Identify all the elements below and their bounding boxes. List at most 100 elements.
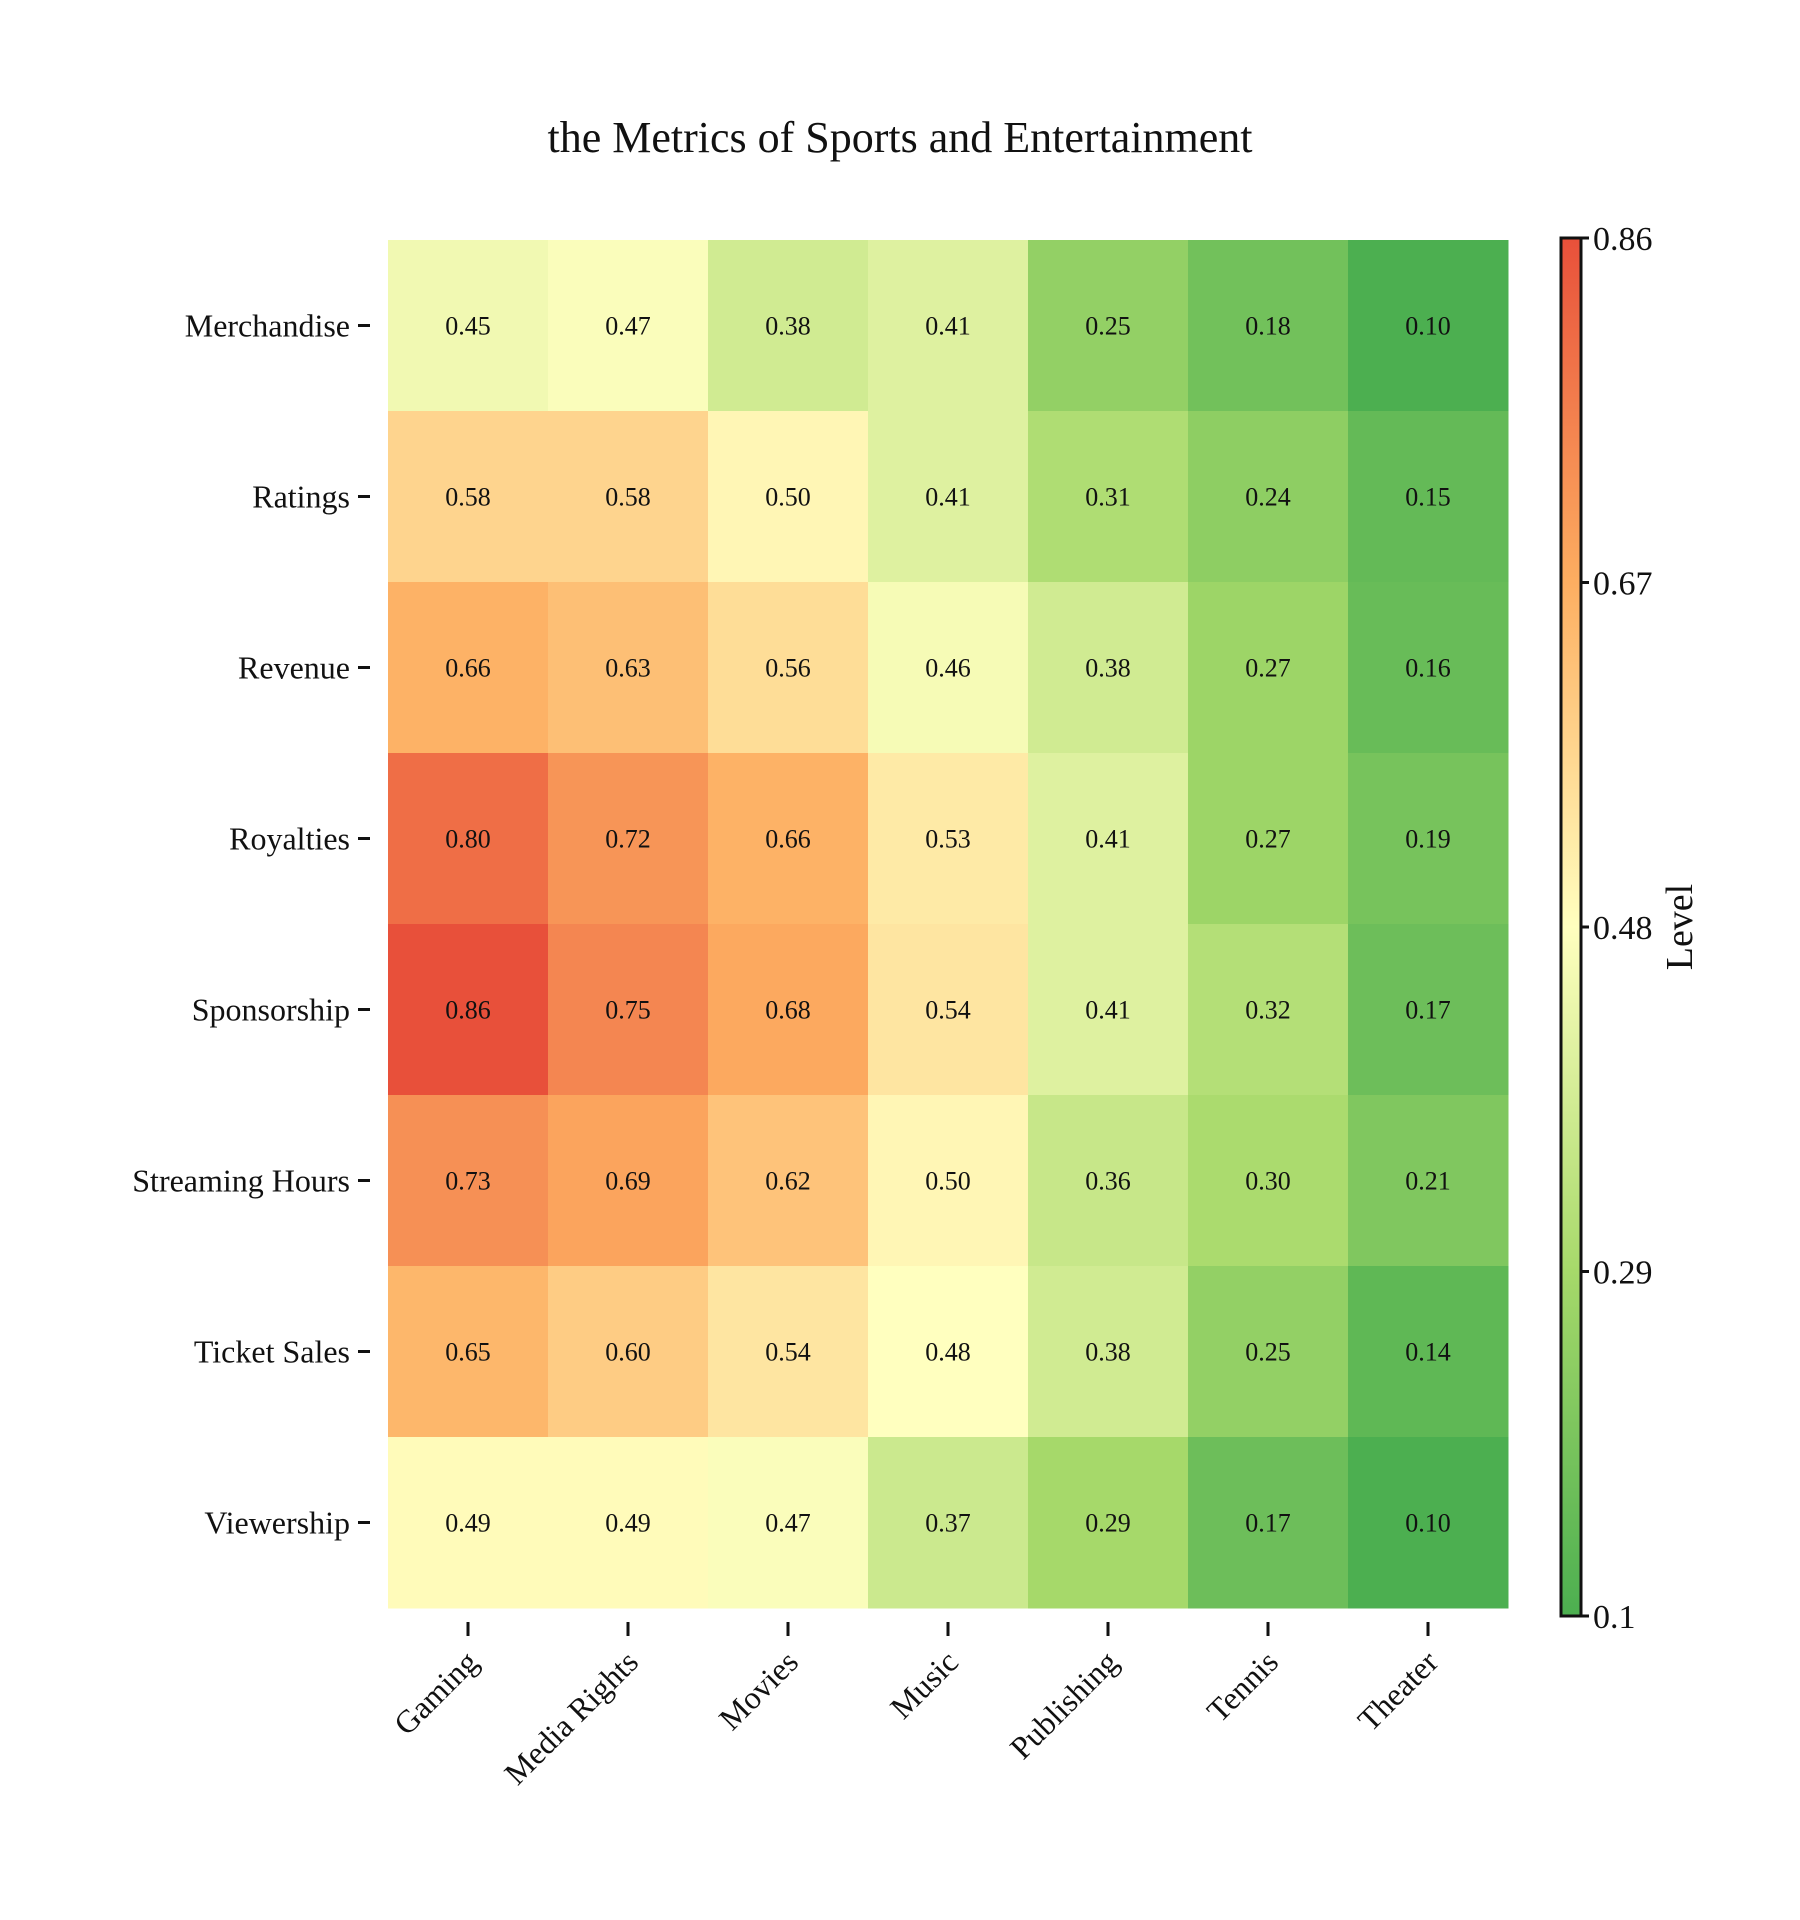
heatmap-cell — [1188, 411, 1349, 583]
cell-value-label: 0.41 — [1085, 825, 1131, 854]
cell-value-label: 0.19 — [1405, 825, 1451, 854]
cell-value-label: 0.60 — [605, 1338, 651, 1367]
cell-value-label: 0.80 — [445, 825, 491, 854]
cell-value-label: 0.54 — [925, 996, 971, 1025]
cell-value-label: 0.17 — [1405, 996, 1451, 1025]
heatmap-cell — [388, 1437, 549, 1609]
heatmap-cell — [388, 753, 549, 925]
y-tick-label: Royalties — [229, 821, 350, 857]
cell-value-label: 0.18 — [1245, 312, 1291, 341]
y-tick-label: Viewership — [204, 1505, 350, 1541]
cell-value-label: 0.62 — [765, 1167, 811, 1196]
heatmap-cell — [548, 753, 709, 925]
y-tick-label: Ratings — [252, 479, 350, 515]
cell-value-label: 0.32 — [1245, 996, 1291, 1025]
heatmap-cell — [388, 240, 549, 412]
heatmap-cell — [548, 924, 709, 1096]
heatmap-cell — [708, 1437, 869, 1609]
y-axis: Merchandise Ratings Revenue Royalties Sponso… — [132, 308, 370, 1541]
heatmap-cell — [868, 411, 1029, 583]
heatmap-cell — [868, 924, 1029, 1096]
x-tick-label: Theater — [1350, 1643, 1445, 1738]
cell-value-label: 0.56 — [765, 654, 811, 683]
heatmap-cell — [1028, 1095, 1189, 1267]
heatmap-cell — [1028, 924, 1189, 1096]
cell-value-label: 0.36 — [1085, 1167, 1131, 1196]
x-tick-label: Gaming — [387, 1643, 485, 1741]
heatmap-cell — [388, 924, 549, 1096]
colorbar: 0.1 0.29 0.48 0.67 0.86 Level — [1559, 221, 1701, 1636]
cell-value-label: 0.86 — [445, 996, 491, 1025]
colorbar-gradient — [1559, 236, 1583, 1618]
cell-value-label: 0.15 — [1405, 483, 1451, 512]
heatmap-cell — [1028, 1437, 1189, 1609]
cell-value-label: 0.38 — [1085, 654, 1131, 683]
heatmap-cell — [868, 1095, 1029, 1267]
heatmap-cell — [1028, 582, 1189, 754]
x-tick-label: Movies — [712, 1643, 805, 1736]
cell-value-label: 0.68 — [765, 996, 811, 1025]
heatmap-cell — [708, 753, 869, 925]
cell-value-label: 0.38 — [1085, 1338, 1131, 1367]
cell-value-label: 0.73 — [445, 1167, 491, 1196]
y-tick-label: Sponsorship — [192, 992, 350, 1028]
cell-value-label: 0.47 — [605, 312, 651, 341]
cell-value-label: 0.53 — [925, 825, 971, 854]
x-tick-label: Music — [883, 1643, 965, 1725]
colorbar-tick-label: 0.29 — [1593, 1255, 1653, 1292]
cell-value-label: 0.49 — [445, 1509, 491, 1538]
heatmap-cell — [388, 1095, 549, 1267]
heatmap-cell — [1188, 924, 1349, 1096]
cell-value-label: 0.58 — [445, 483, 491, 512]
heatmap-cell — [868, 240, 1029, 412]
colorbar-tick-label: 0.86 — [1593, 221, 1653, 258]
colorbar-label: Level — [1659, 884, 1701, 971]
colorbar-tick-label: 0.48 — [1593, 910, 1653, 947]
cell-value-label: 0.66 — [445, 654, 491, 683]
cell-value-label: 0.46 — [925, 654, 971, 683]
cell-value-label: 0.41 — [925, 483, 971, 512]
cell-value-label: 0.50 — [925, 1167, 971, 1196]
heatmap-cell — [708, 582, 869, 754]
colorbar-tick-label: 0.1 — [1593, 1599, 1636, 1636]
heatmap-cell — [868, 1266, 1029, 1438]
cell-value-label: 0.25 — [1085, 312, 1131, 341]
heatmap-cell — [1348, 1266, 1509, 1438]
cell-value-label: 0.10 — [1405, 312, 1451, 341]
heatmap-cell — [388, 411, 549, 583]
heatmap-cell — [708, 1266, 869, 1438]
heatmap-cell — [1348, 411, 1509, 583]
cell-value-label: 0.17 — [1245, 1509, 1291, 1538]
cell-value-label: 0.24 — [1245, 483, 1291, 512]
heatmap-cell — [1348, 582, 1509, 754]
heatmap-cell — [1028, 240, 1189, 412]
cell-value-label: 0.27 — [1245, 825, 1291, 854]
cell-value-label: 0.38 — [765, 312, 811, 341]
cell-value-label: 0.14 — [1405, 1338, 1451, 1367]
heatmap-cell — [868, 753, 1029, 925]
cell-value-label: 0.66 — [765, 825, 811, 854]
heatmap-cell — [548, 1266, 709, 1438]
heatmap-cell — [1348, 240, 1509, 412]
heatmap-cell — [388, 582, 549, 754]
heatmap-cells: 0.45 0.47 0.38 0.41 0.25 0.18 0.10 0.58 0.58 0.50… — [388, 240, 1509, 1609]
y-tick-label: Ticket Sales — [194, 1334, 350, 1370]
y-tick-label: Merchandise — [185, 308, 350, 344]
heatmap-cell — [708, 1095, 869, 1267]
cell-value-label: 0.27 — [1245, 654, 1291, 683]
cell-value-label: 0.50 — [765, 483, 811, 512]
heatmap-cell — [868, 582, 1029, 754]
heatmap-cell — [1028, 411, 1189, 583]
x-axis: Gaming Media Rights Movies Music Publishing T… — [387, 1622, 1445, 1792]
colorbar-tick-label: 0.67 — [1593, 566, 1653, 603]
x-tick-label: Publishing — [1003, 1643, 1125, 1765]
heatmap-cell — [868, 1437, 1029, 1609]
chart-title: the Metrics of Sports and Entertainment — [547, 113, 1252, 162]
heatmap-cell — [708, 924, 869, 1096]
heatmap-cell — [548, 1095, 709, 1267]
heatmap-cell — [1348, 753, 1509, 925]
heatmap-cell — [1188, 240, 1349, 412]
heatmap-cell — [1348, 1437, 1509, 1609]
cell-value-label: 0.37 — [925, 1509, 971, 1538]
cell-value-label: 0.58 — [605, 483, 651, 512]
